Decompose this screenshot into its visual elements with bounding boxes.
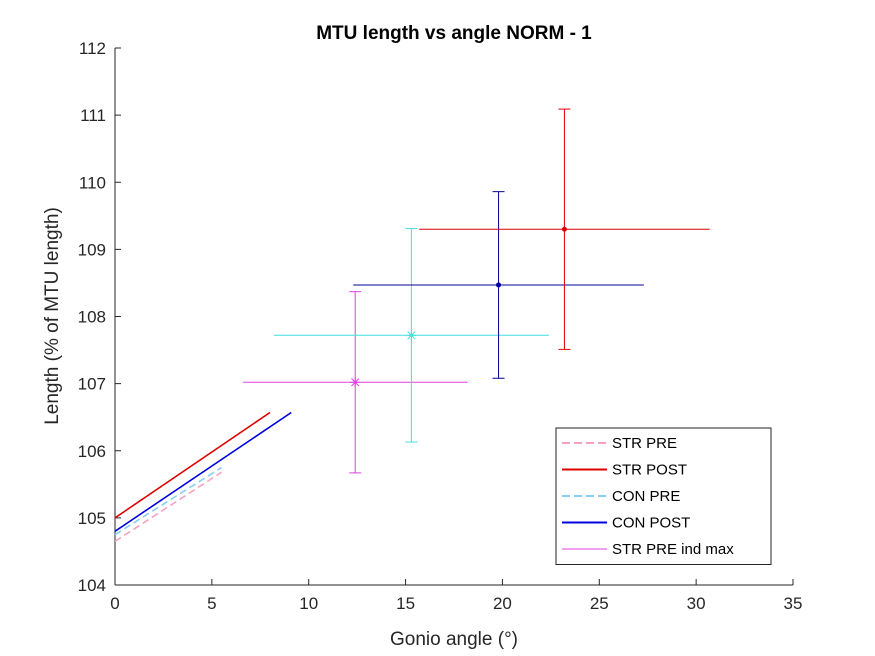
series-line <box>114 466 222 536</box>
x-tick-label: 0 <box>110 594 119 613</box>
y-tick-label: 107 <box>78 375 106 394</box>
legend-label: STR PRE ind max <box>612 541 734 558</box>
x-tick-label: 20 <box>493 594 512 613</box>
axes: 0 5 10 15 20 25 30 35 104 105 106 107 108 109 110 111 11… <box>78 39 803 613</box>
errorbar-point <box>419 108 710 350</box>
legend: STR PRE STR POST CON PRE CON POST STR PRE in… <box>555 427 772 565</box>
errorbar-point <box>273 228 549 443</box>
legend-label: STR POST <box>612 462 687 479</box>
series-line <box>114 411 292 532</box>
y-axis-label: Length (% of MTU length) <box>42 207 63 425</box>
chart-title: MTU length vs angle NORM - 1 <box>316 23 592 44</box>
y-tick-label: 106 <box>78 442 106 461</box>
series-line <box>114 471 222 543</box>
y-tick-label: 109 <box>78 240 106 259</box>
legend-label: CON PRE <box>612 488 680 505</box>
series-line <box>114 411 271 519</box>
asterisk-marker <box>351 378 360 387</box>
y-tick-label: 110 <box>79 173 106 192</box>
legend-label: STR PRE <box>612 435 677 452</box>
errorbar-point <box>353 191 644 379</box>
x-tick-label: 15 <box>396 594 415 613</box>
series-layer <box>114 108 710 543</box>
y-tick-label: 108 <box>78 308 106 327</box>
x-tick-label: 5 <box>207 594 216 613</box>
x-axis-label: Gonio angle (°) <box>390 629 518 650</box>
dot-marker <box>561 226 567 232</box>
y-tick-label: 111 <box>80 106 106 125</box>
y-tick-label: 112 <box>79 39 106 58</box>
x-tick-label: 10 <box>299 594 318 613</box>
asterisk-marker <box>407 331 416 340</box>
errorbar-point <box>242 291 468 474</box>
legend-label: CON POST <box>612 515 690 532</box>
x-tick-label: 25 <box>590 594 609 613</box>
x-tick-label: 35 <box>784 594 803 613</box>
y-tick-label: 105 <box>78 509 106 528</box>
x-tick-label: 30 <box>687 594 706 613</box>
y-tick-label: 104 <box>78 576 106 595</box>
dot-marker <box>496 282 502 288</box>
